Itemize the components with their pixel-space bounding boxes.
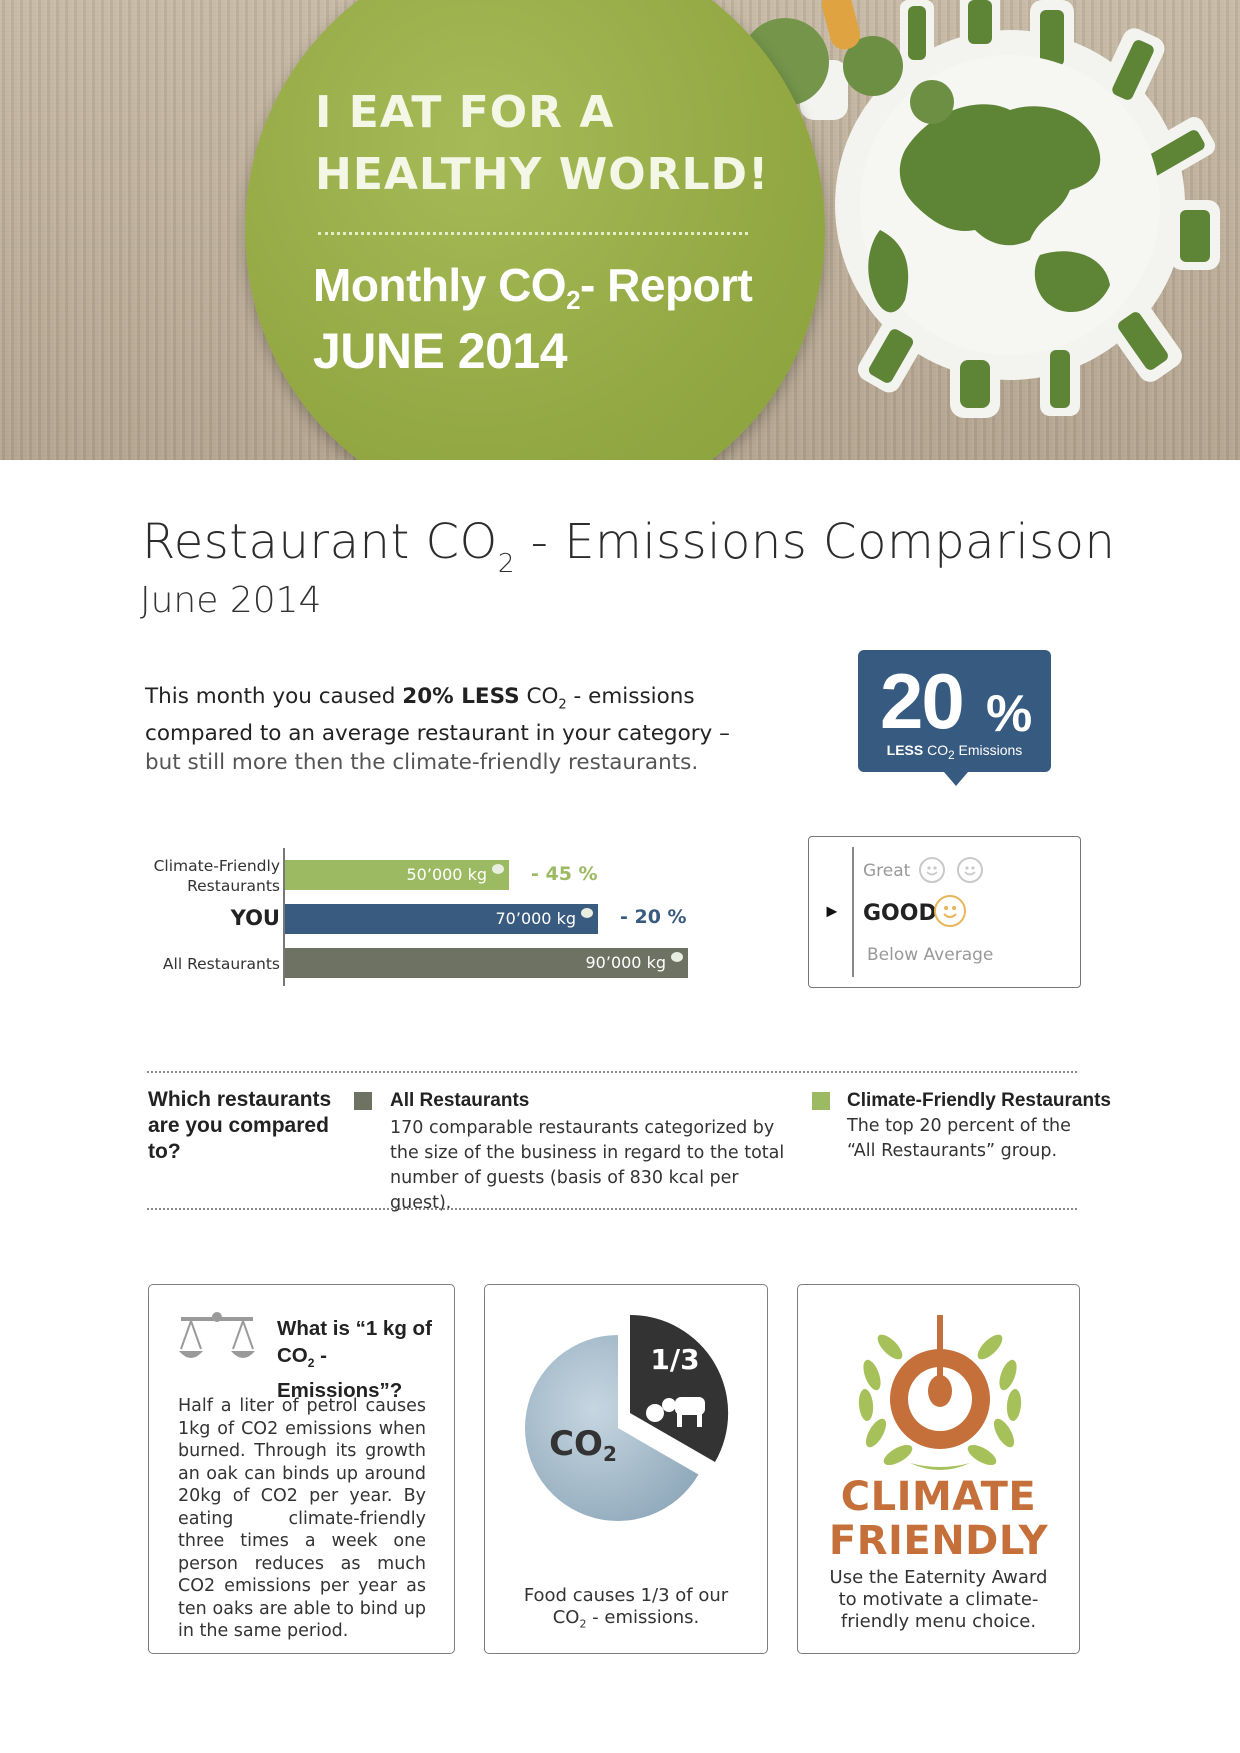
bar-you: 70’000 kg	[285, 904, 598, 934]
divider	[147, 1071, 1077, 1073]
info-card-food-share: 1/3 CO2 Food causes 1/3 of our CO2 - emis…	[484, 1284, 768, 1654]
pie-slice-other	[524, 1335, 699, 1521]
rating-below-average: Below Average	[867, 945, 994, 965]
drop-icon	[492, 864, 504, 874]
rating-box: ► Great GOOD Below Average	[808, 836, 1081, 988]
info-card-1kg: What is “1 kg of CO2 - Emissions”? Half …	[148, 1284, 455, 1654]
delta-climate-friendly: - 45 %	[531, 863, 598, 885]
emissions-bar-chart: Climate-Friendly Restaurants YOU All Rest…	[140, 848, 700, 988]
divider	[147, 1208, 1077, 1210]
badge-percent: %	[986, 685, 1033, 743]
reduction-badge: 20 % LESS CO2 Emissions	[858, 650, 1051, 786]
rating-scale-line	[852, 847, 854, 977]
legend-swatch-climate-friendly	[812, 1092, 830, 1110]
drop-icon	[581, 908, 593, 918]
badge-number: 20	[880, 657, 965, 745]
badge-label: LESS CO2 Emissions	[886, 742, 1023, 762]
bar-label-climate-friendly: Climate-Friendly Restaurants	[153, 857, 280, 895]
hero-banner: I EAT FOR A HEALTHY WORLD! Monthly CO2- …	[0, 0, 1240, 460]
smiley-icon	[919, 857, 945, 883]
award-laurel-icon	[858, 1315, 1022, 1470]
comparison-question: Which restaurants are you compared to?	[148, 1088, 332, 1163]
info-card-climate-friendly: CLIMATE FRIENDLY Use the Eaternity Award …	[797, 1284, 1080, 1654]
intro-text: This month you caused 20% LESS CO2 - emi…	[145, 684, 730, 776]
hero-title: I EAT FOR A HEALTHY WORLD!	[315, 87, 770, 200]
food-animal-icon	[646, 1397, 705, 1427]
scale-icon	[179, 1312, 255, 1358]
smiley-icon	[934, 895, 966, 927]
card2-caption: Food causes 1/3 of our CO2 - emissions.	[523, 1585, 729, 1631]
hero-report-title: Monthly CO2- Report	[313, 259, 753, 315]
page-title: Restaurant CO2 - Emissions Comparison	[142, 514, 1116, 579]
award-title: CLIMATE FRIENDLY	[828, 1474, 1049, 1564]
pie-slice-food	[630, 1314, 729, 1462]
page-subtitle: June 2014	[140, 580, 322, 621]
chart-axis	[283, 848, 285, 986]
bar-climate-friendly: 50’000 kg	[285, 860, 509, 890]
card3-caption: Use the Eaternity Award to motivate a cl…	[829, 1567, 1048, 1632]
globe-illustration	[741, 0, 1220, 418]
legend-title-all: All Restaurants	[390, 1090, 530, 1111]
legend-title-climate-friendly: Climate-Friendly Restaurants	[847, 1090, 1111, 1111]
legend-text-all: 170 comparable restaurants categorized b…	[390, 1118, 785, 1213]
rating-pointer-icon: ►	[823, 901, 841, 921]
legend-text-climate-friendly: The top 20 percent of the “All Restauran…	[847, 1116, 1071, 1161]
bar-label-all: All Restaurants	[162, 955, 280, 973]
drop-icon	[671, 952, 683, 962]
delta-you: - 20 %	[620, 906, 687, 928]
bar-label-you: YOU	[230, 906, 280, 930]
hero-divider	[318, 232, 748, 235]
hero-circle	[245, 0, 825, 460]
smiley-icon	[957, 857, 983, 883]
rating-great: Great	[863, 861, 911, 881]
pie-fraction-label: 1/3	[650, 1343, 699, 1376]
co2-pie-chart: 1/3 CO2	[524, 1314, 729, 1521]
card1-title: What is “1 kg of CO2 - Emissions”?	[277, 1317, 432, 1403]
card1-body: Half a liter of petrol causes 1kg of CO2…	[178, 1396, 426, 1641]
legend-swatch-all	[354, 1092, 372, 1110]
rating-good: GOOD	[863, 901, 937, 926]
bar-all-restaurants: 90’000 kg	[285, 948, 688, 978]
pie-co2-label: CO2	[549, 1424, 617, 1466]
hero-month: JUNE 2014	[313, 323, 568, 379]
